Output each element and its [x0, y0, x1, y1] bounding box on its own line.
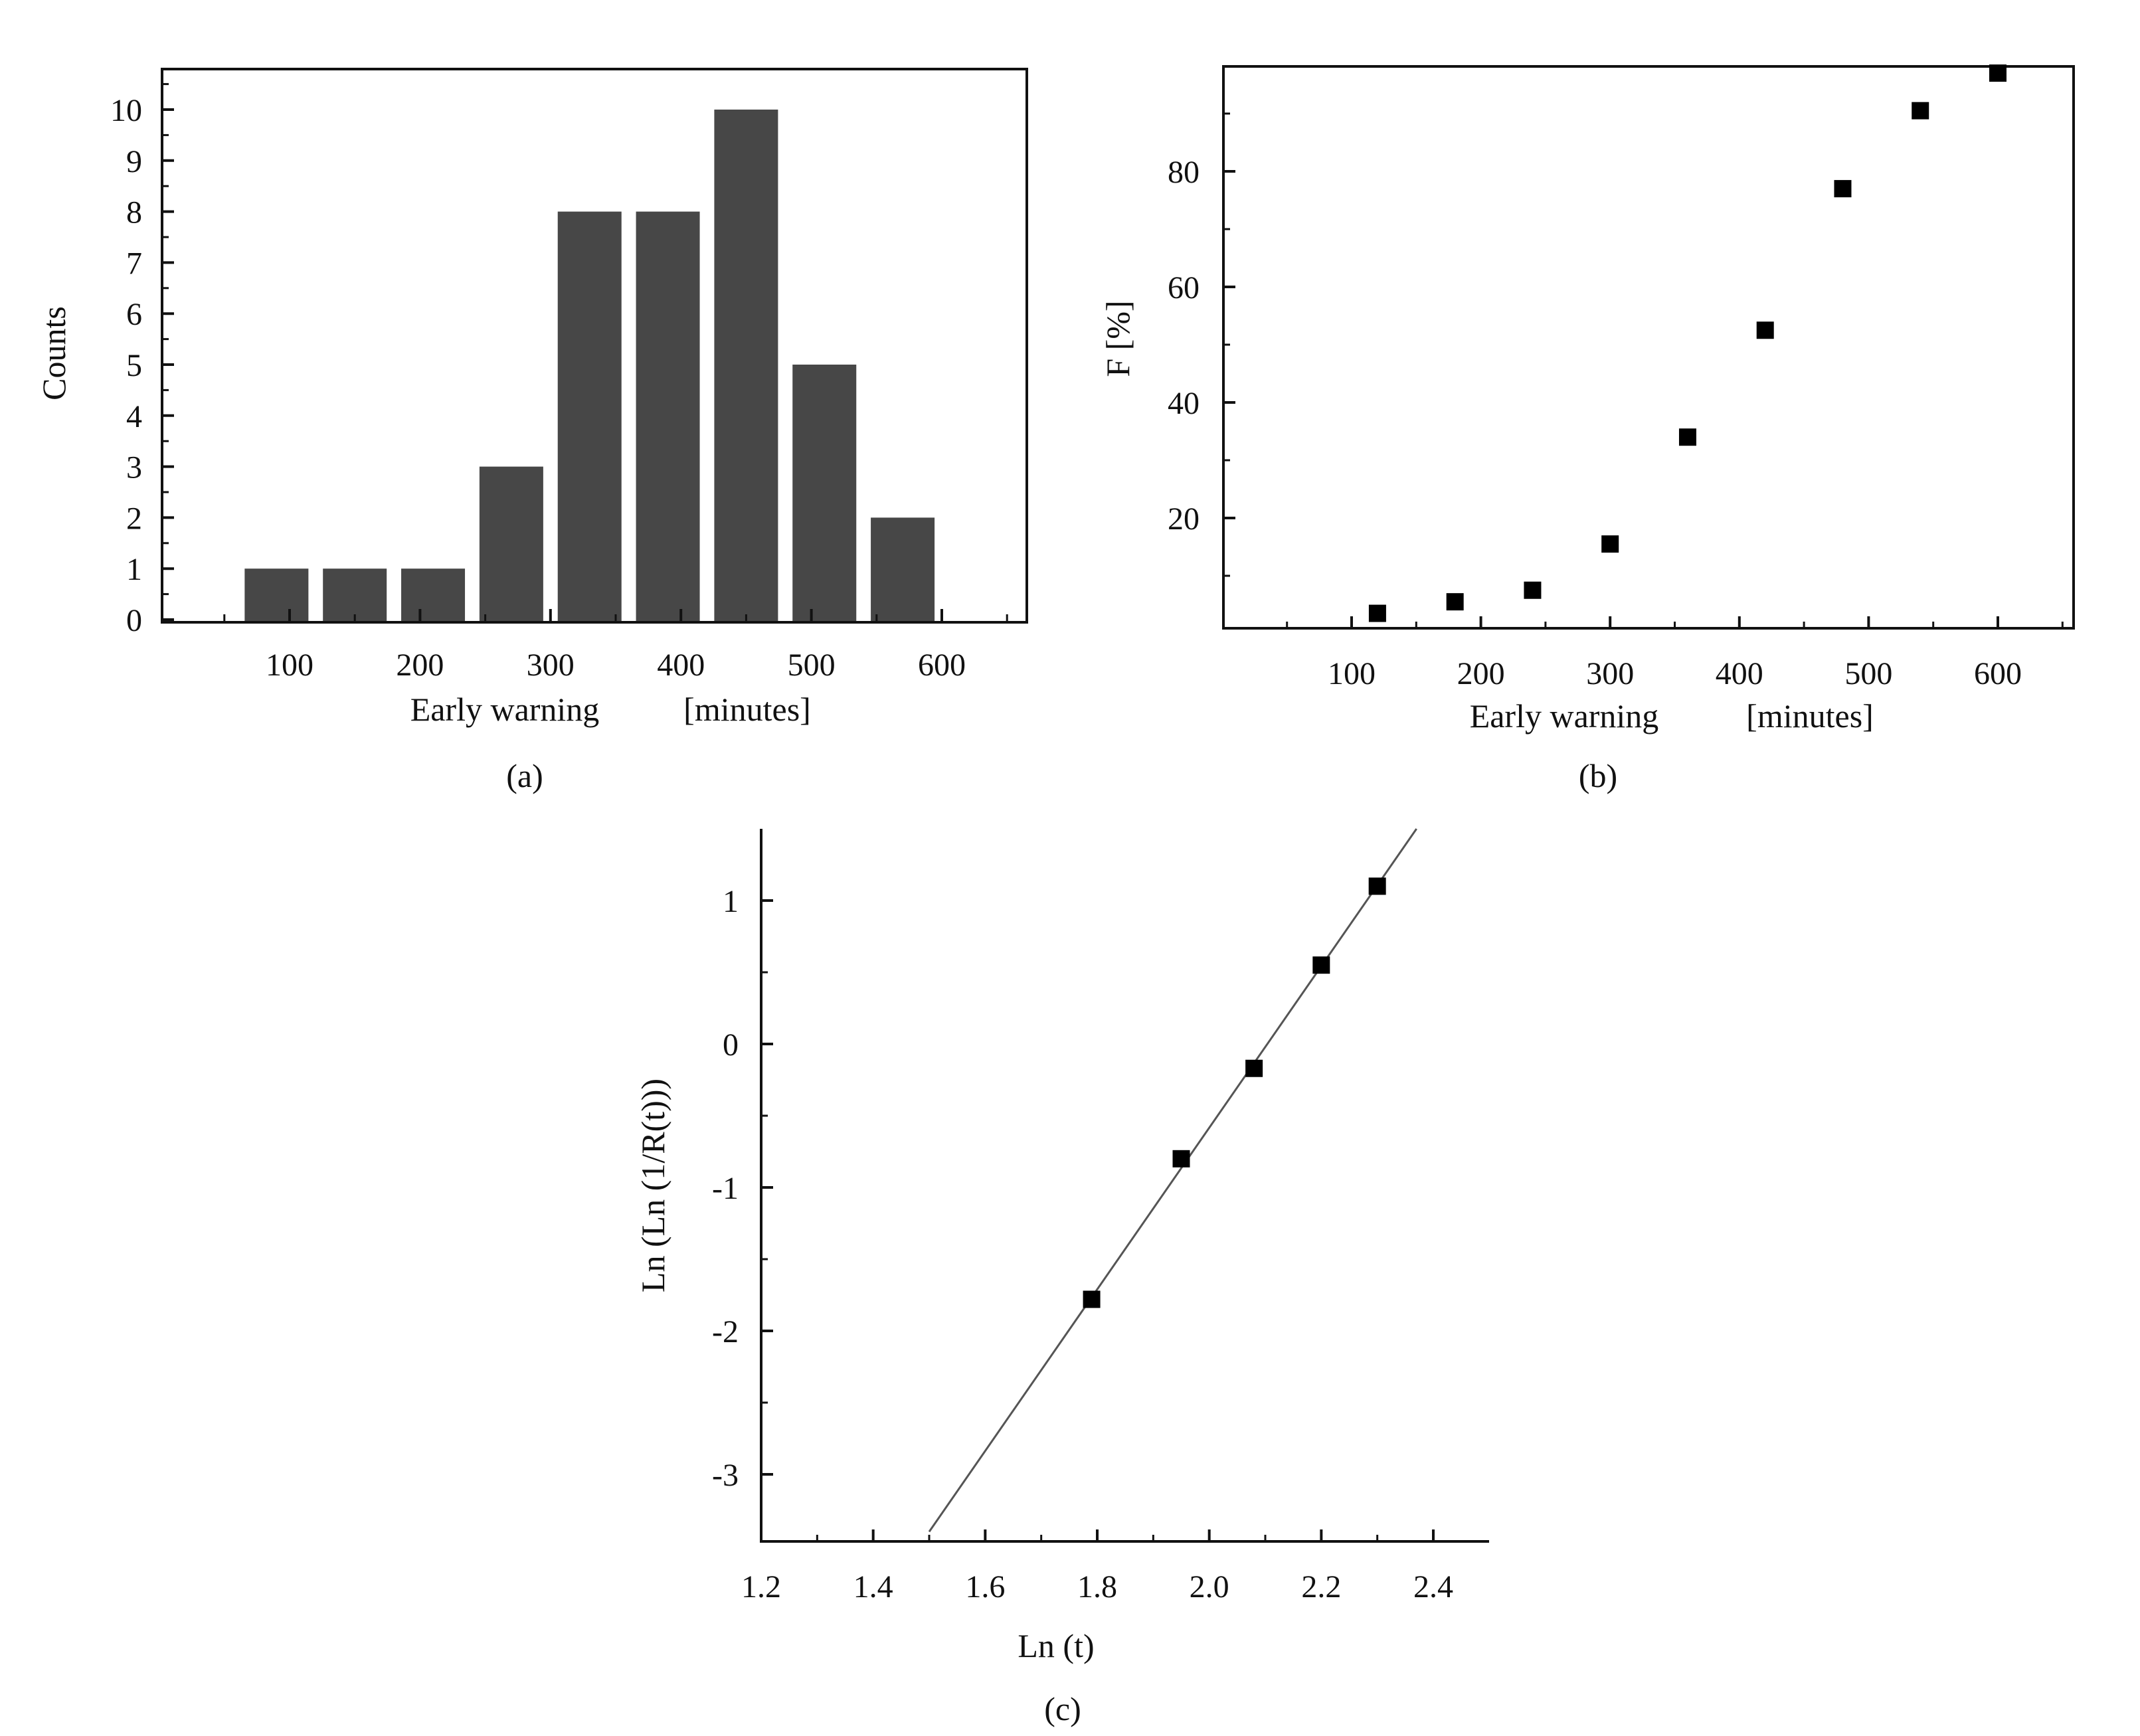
panel-c-y-tick-label: 1 — [723, 884, 739, 919]
panel-a-bar — [479, 466, 543, 621]
panel-a-bars — [244, 110, 935, 622]
panel-b-x-tick-label: 400 — [1716, 656, 1763, 691]
panel-c-caption: (c) — [1044, 1690, 1081, 1727]
panel-c-x-tick-label: 1.6 — [965, 1569, 1005, 1605]
panel-b-x-axis: 100 200 300 400 500 600 — [1286, 616, 2064, 691]
panel-a-y-tick-label: 3 — [126, 450, 142, 485]
panel-a-bar — [636, 211, 700, 622]
panel-b-y-axis-label: F [%] — [1099, 300, 1136, 377]
panel-c-y-tick-label: -2 — [712, 1314, 739, 1349]
panel-c-x-tick-label: 1.4 — [853, 1569, 893, 1605]
panel-c-point — [1368, 877, 1386, 895]
panel-a-caption: (a) — [506, 757, 543, 794]
panel-c-x-tick-label: 2.2 — [1301, 1569, 1341, 1605]
panel-c-x-tick-label: 1.2 — [741, 1569, 781, 1605]
panel-b-x-tick-label: 600 — [1974, 656, 2022, 691]
panel-b-x-tick-label: 100 — [1328, 656, 1376, 691]
panel-a-x-tick-label: 200 — [396, 648, 444, 683]
panel-b-scatter: 100 200 300 400 500 600 20 40 60 80 Early warnin… — [1099, 64, 2075, 794]
panel-a-x-tick-label: 600 — [918, 648, 966, 683]
panel-a-y-axis: 0 1 2 3 4 5 6 7 8 9 10 — [110, 83, 174, 638]
panel-a-x-axis-label: Early warning — [410, 691, 600, 728]
panel-b-point — [1756, 321, 1774, 339]
panel-b-y-tick-label: 40 — [1168, 386, 1200, 421]
panel-b-x-axis-unit: [minutes] — [1746, 697, 1874, 735]
panel-a-bar — [323, 568, 387, 621]
panel-c-x-tick-label: 2.4 — [1413, 1569, 1453, 1605]
panel-b-point — [1524, 581, 1542, 599]
panel-a-y-tick-label: 0 — [126, 603, 142, 638]
panel-a-bar — [244, 568, 309, 621]
panel-c-point — [1083, 1290, 1101, 1308]
panel-c-fit-line — [928, 828, 1417, 1533]
panel-c-point — [1172, 1150, 1190, 1168]
panel-c-y-tick-label: 0 — [723, 1027, 739, 1063]
panel-a-y-tick-label: 7 — [126, 246, 142, 281]
panel-a-y-axis-label: Counts — [35, 306, 72, 400]
panel-a-y-tick-label: 9 — [126, 144, 142, 179]
panel-a-plot-frame — [161, 68, 1028, 624]
panel-b-x-axis-label: Early warning — [1470, 697, 1659, 735]
panel-a-x-axis-unit: [minutes] — [683, 691, 811, 728]
panel-c-x-axis: 1.2 1.4 1.6 1.8 2.0 2.2 2.4 — [741, 1529, 1453, 1605]
panel-b-point — [1368, 604, 1386, 622]
panel-c-y-axis: -3 -2 -1 0 1 — [712, 884, 773, 1493]
panel-b-x-tick-label: 500 — [1844, 656, 1892, 691]
panel-b-plot-frame — [1222, 65, 2075, 630]
panel-a-bar — [557, 211, 622, 622]
panel-c-y-tick-label: -3 — [712, 1458, 739, 1493]
panel-a-y-tick-label: 10 — [110, 93, 142, 128]
panel-a-x-tick-label: 100 — [266, 648, 313, 683]
panel-c-point — [1312, 956, 1330, 974]
panel-a-x-axis: 100 200 300 400 500 600 — [223, 609, 1008, 683]
panel-a-y-tick-label: 6 — [126, 297, 142, 332]
panel-c-weibull-plot: 1.2 1.4 1.6 1.8 2.0 2.2 2.4 -3 -2 -1 0 1 Ln (t) Ln… — [634, 828, 1489, 1727]
panel-b-y-tick-label: 20 — [1168, 501, 1200, 537]
panel-c-fit-line-segment — [928, 828, 1417, 1533]
panel-c-points — [1083, 877, 1386, 1308]
panel-a-histogram: 100 200 300 400 500 600 0 1 2 3 4 5 6 7 8 9 10 Early wa… — [35, 68, 1028, 794]
panel-c-point — [1245, 1059, 1263, 1077]
panel-b-point — [1678, 428, 1696, 446]
panel-a-y-tick-label: 8 — [126, 195, 142, 230]
panel-b-x-tick-label: 300 — [1586, 656, 1634, 691]
panel-a-y-tick-label: 4 — [126, 399, 142, 434]
panel-b-x-tick-label: 200 — [1457, 656, 1505, 691]
panel-c-y-tick-label: -1 — [712, 1171, 739, 1206]
panel-c-y-axis-label: Ln (Ln (1/R(t))) — [634, 1079, 671, 1292]
panel-a-bar — [871, 517, 935, 621]
panel-a-bar — [792, 365, 857, 621]
panel-b-point — [1912, 102, 1929, 120]
panel-a-y-tick-label: 5 — [126, 348, 142, 383]
panel-a-y-tick-label: 2 — [126, 501, 142, 536]
panel-b-y-axis: 20 40 60 80 — [1168, 112, 1235, 577]
panel-b-caption: (b) — [1579, 757, 1617, 794]
panel-b-y-tick-label: 80 — [1168, 155, 1200, 190]
panel-a-x-tick-label: 400 — [657, 648, 705, 683]
panel-b-point — [1834, 180, 1852, 198]
panel-a-bar — [714, 110, 778, 621]
panel-b-y-tick-label: 60 — [1168, 270, 1200, 305]
panel-c-x-tick-label: 1.8 — [1077, 1569, 1117, 1605]
panel-b-point — [1601, 535, 1619, 553]
panel-b-point — [1989, 64, 2006, 82]
panel-b-points — [1368, 64, 2006, 622]
panel-a-x-tick-label: 300 — [527, 648, 575, 683]
panel-c-x-tick-label: 2.0 — [1190, 1569, 1229, 1605]
panel-a-y-tick-label: 1 — [126, 552, 142, 587]
panel-a-x-tick-label: 500 — [788, 648, 836, 683]
panel-b-point — [1446, 593, 1464, 611]
panel-c-x-axis-label: Ln (t) — [1018, 1627, 1094, 1664]
panel-a-bar — [401, 568, 466, 621]
